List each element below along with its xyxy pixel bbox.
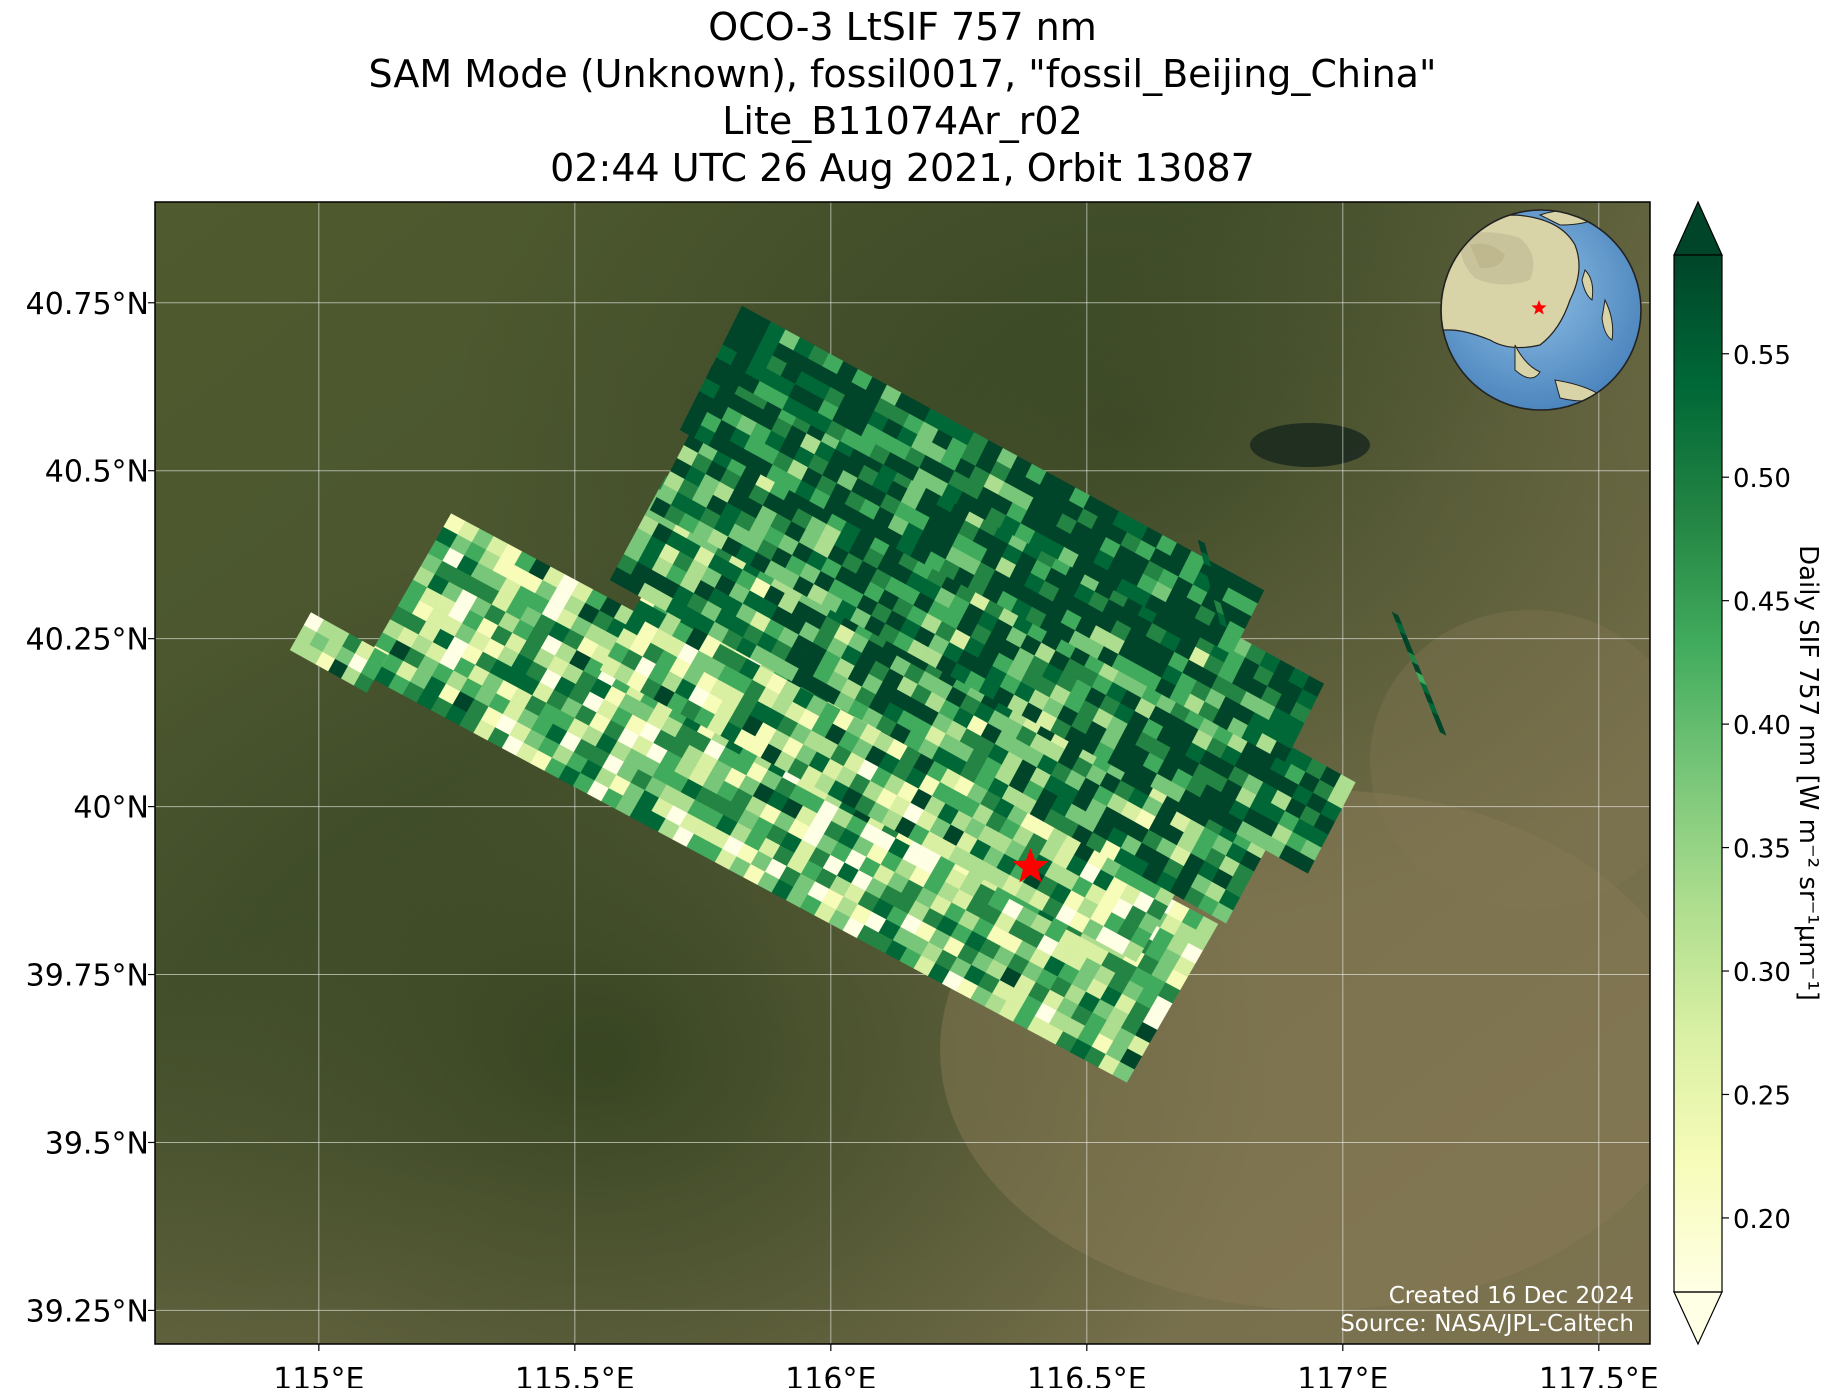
reservoir-shape [1250, 423, 1370, 467]
sif-cell [367, 647, 389, 668]
sif-cell [1334, 774, 1356, 796]
lon-tick-label: 115.5°E [515, 1362, 635, 1388]
colorbar-tick-label: 0.35 [1733, 835, 1791, 865]
lon-tick-label: 116°E [785, 1362, 876, 1388]
created-credit: Created 16 Dec 2024 [1389, 1283, 1634, 1309]
sif-cell [1435, 721, 1447, 736]
longitude-axis: 115°E 115.5°E 116°E 116.5°E 117°E 117.5°E [273, 1344, 1659, 1388]
lon-tick-label: 117°E [1297, 1362, 1388, 1388]
colorbar: 0.20 0.25 0.30 0.35 0.40 0.45 0.50 0.55 Daily S… [1673, 200, 1823, 1346]
colorbar-tick-label: 0.55 [1733, 341, 1791, 371]
lat-tick-label: 39.5°N [45, 1126, 149, 1161]
lon-tick-label: 117.5°E [1539, 1362, 1659, 1388]
lat-tick-label: 40.75°N [26, 287, 149, 322]
title-line-1: OCO-3 LtSIF 757 nm [708, 5, 1097, 49]
map-frame [154, 201, 1651, 1345]
colorbar-ticks: 0.20 0.25 0.30 0.35 0.40 0.45 0.50 0.55 [1722, 341, 1791, 1235]
lat-tick-label: 39.75°N [26, 959, 149, 994]
inset-globe [1440, 209, 1642, 411]
colorbar-tick-label: 0.50 [1733, 464, 1791, 494]
target-star-icon [1012, 848, 1049, 883]
title-line-4: 02:44 UTC 26 Aug 2021, Orbit 13087 [550, 146, 1255, 190]
lat-tick-label: 39.25°N [26, 1294, 149, 1329]
title-line-3: Lite_B11074Ar_r02 [722, 99, 1083, 143]
sif-cell [1302, 675, 1325, 698]
colorbar-max-extension [1673, 200, 1723, 256]
globe-star-icon [1531, 300, 1547, 315]
colorbar-tick-label: 0.45 [1733, 588, 1791, 618]
colorbar-tick-label: 0.30 [1733, 958, 1791, 988]
lat-tick-label: 40°N [73, 791, 149, 826]
lat-tick-label: 40.5°N [45, 455, 149, 490]
sif-cell [1216, 611, 1228, 628]
colorbar-tick-label: 0.20 [1733, 1205, 1791, 1235]
sif-swaths [289, 305, 1447, 1083]
title-line-2: SAM Mode (Unknown), fossil0017, "fossil_… [368, 52, 1437, 96]
lon-tick-label: 116.5°E [1027, 1362, 1147, 1388]
latitude-axis: 40.75°N 40.5°N 40.25°N 40°N 39.75°N 39.5°N 39.… [26, 287, 155, 1329]
colorbar-min-extension [1673, 1291, 1723, 1346]
lat-tick-label: 40.25°N [26, 623, 149, 658]
source-credit: Source: NASA/JPL-Caltech [1340, 1311, 1634, 1337]
lon-tick-label: 115°E [273, 1362, 364, 1388]
colorbar-label: Daily SIF 757 nm [W m⁻² sr⁻¹μm⁻¹] [1793, 545, 1823, 1001]
sif-cell [1195, 916, 1219, 938]
colorbar-tick-label: 0.25 [1733, 1081, 1791, 1111]
figure-title: OCO-3 LtSIF 757 nm SAM Mode (Unknown), f… [155, 4, 1650, 192]
sif-cell [1242, 582, 1265, 604]
colorbar-gradient [1674, 255, 1722, 1292]
colorbar-tick-label: 0.40 [1733, 711, 1791, 741]
